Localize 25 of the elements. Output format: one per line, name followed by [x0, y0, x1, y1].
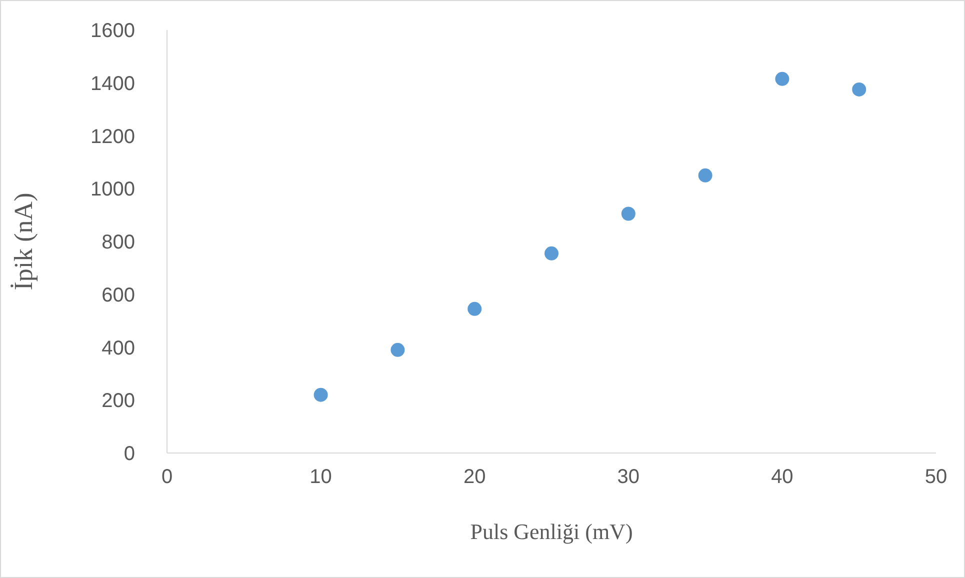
- point: [621, 206, 636, 221]
- point: [852, 82, 866, 96]
- x-tick-label: 10: [310, 466, 332, 488]
- y-axis-title: İpik (nA): [9, 192, 38, 290]
- y-tick-label: 1600: [90, 20, 135, 42]
- y-tick-label: 1200: [90, 126, 135, 148]
- y-tick-label: 0: [124, 443, 135, 466]
- x-tick-label: 20: [463, 466, 486, 488]
- y-tick-label: 800: [102, 232, 135, 254]
- x-tick-label: 40: [771, 466, 794, 488]
- x-tick-label: 0: [161, 466, 173, 488]
- point: [468, 302, 482, 316]
- point: [775, 72, 790, 86]
- x-tick-label: 50: [924, 466, 948, 488]
- y-tick-label: 600: [102, 284, 135, 306]
- y-tick-label: 1000: [90, 178, 135, 201]
- point: [390, 342, 405, 357]
- x-axis-title: Puls Genliği (mV): [470, 519, 633, 544]
- y-tick-label: 400: [102, 337, 135, 360]
- x-tick-label: 30: [617, 466, 640, 488]
- point: [314, 388, 328, 402]
- y-tick-label: 1400: [90, 72, 135, 95]
- point: [698, 168, 712, 182]
- y-tick-label: 200: [102, 390, 135, 412]
- point: [544, 246, 558, 260]
